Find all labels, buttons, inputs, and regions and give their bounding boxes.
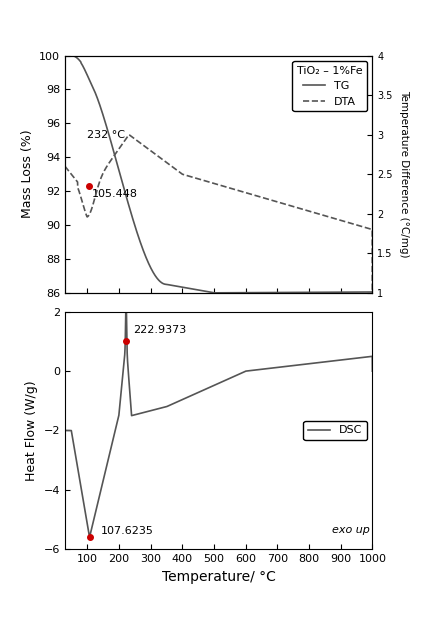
Text: 222.9373: 222.9373 bbox=[133, 325, 186, 335]
Legend: TG, DTA: TG, DTA bbox=[292, 61, 367, 111]
Text: 232 °C: 232 °C bbox=[87, 130, 125, 139]
Y-axis label: Temperature Difference (°C/mg): Temperature Difference (°C/mg) bbox=[399, 91, 410, 258]
Text: 105.448: 105.448 bbox=[91, 189, 138, 199]
Y-axis label: Mass Loss (%): Mass Loss (%) bbox=[20, 130, 33, 218]
Text: 107.6235: 107.6235 bbox=[100, 526, 154, 537]
Y-axis label: Heat Flow (W/g): Heat Flow (W/g) bbox=[25, 380, 38, 481]
Text: exo up: exo up bbox=[333, 524, 370, 534]
Legend: DSC: DSC bbox=[304, 421, 367, 440]
X-axis label: Temperature/ °C: Temperature/ °C bbox=[162, 569, 275, 584]
